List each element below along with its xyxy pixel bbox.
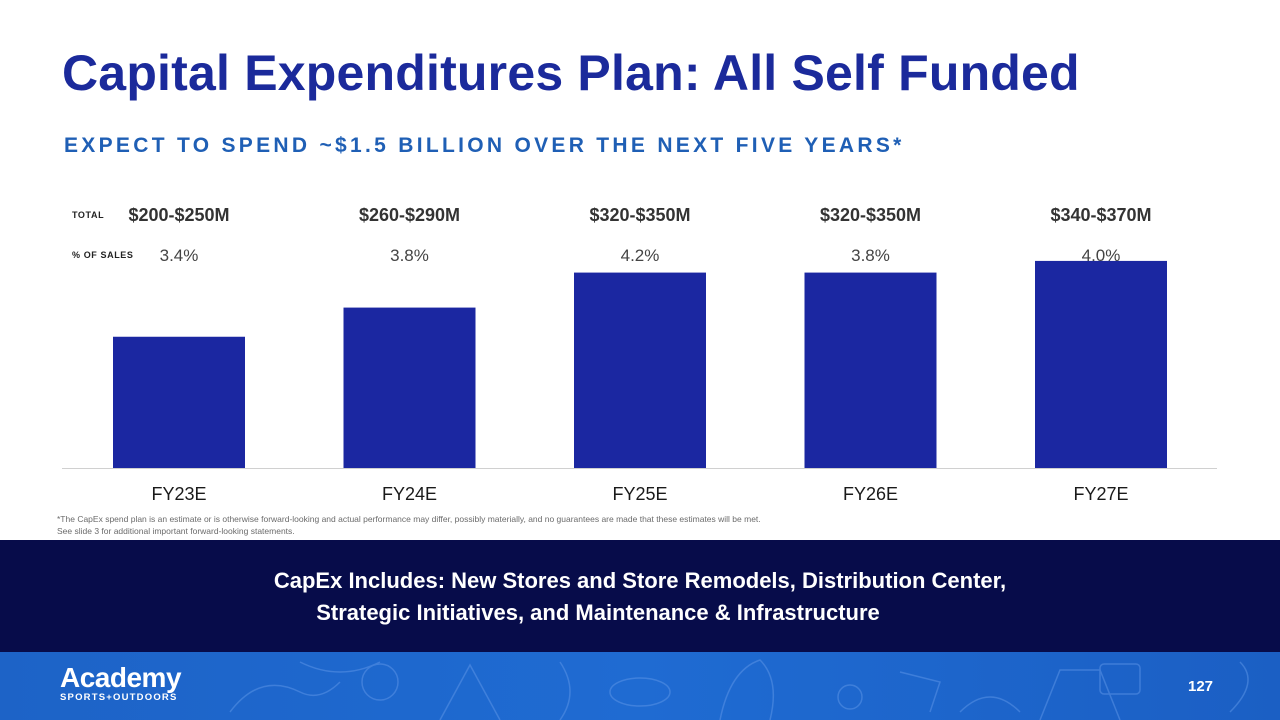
bar-fy25e (574, 272, 706, 468)
x-tick-fy25e: FY25E (612, 484, 667, 504)
total-label-fy26e: $320-$350M (820, 205, 921, 225)
x-tick-fy23e: FY23E (151, 484, 206, 504)
bar-fy23e (113, 336, 245, 468)
page-subtitle: EXPECT TO SPEND ~$1.5 BILLION OVER THE N… (64, 134, 905, 157)
banner-line-1: CapEx Includes: New Stores and Store Rem… (273, 568, 1007, 593)
total-label-fy24e: $260-$290M (359, 205, 460, 225)
pct-of-sales-fy25e: 4.2% (621, 246, 660, 265)
footnote-line: *The CapEx spend plan is an estimate or … (57, 514, 761, 524)
logo-tagline: SPORTS+OUTDOORS (60, 692, 178, 703)
footnote-line: See slide 3 for additional important for… (57, 526, 295, 536)
total-label-fy27e: $340-$370M (1050, 205, 1151, 225)
x-tick-fy24e: FY24E (382, 484, 437, 504)
footer-bar: Academy SPORTS+OUTDOORS 127 (0, 652, 1280, 720)
page-number: 127 (1188, 678, 1214, 695)
pct-of-sales-fy26e: 3.8% (851, 246, 890, 265)
logo-wordmark: Academy (60, 662, 182, 693)
total-label-fy23e: $200-$250M (128, 205, 229, 225)
pct-of-sales-row-label: % OF SALES (72, 250, 134, 260)
footnote: *The CapEx spend plan is an estimate or … (57, 513, 1017, 537)
capex-bar-chart: $200-$250M 3.4% FY23E $260-$290M 3.8% FY24E $3… (62, 205, 1217, 504)
x-tick-fy26e: FY26E (843, 484, 898, 504)
total-row-label: TOTAL (72, 210, 105, 220)
pct-of-sales-fy27e: 4.0% (1082, 246, 1121, 265)
bar-fy26e (804, 272, 937, 468)
footer-illustration-pattern (229, 659, 1249, 720)
page-title: Capital Expenditures Plan: All Self Fund… (62, 45, 1080, 101)
academy-logo: Academy SPORTS+OUTDOORS (60, 662, 182, 704)
bar-fy24e (343, 307, 476, 468)
bar-fy27e (1035, 260, 1167, 468)
x-tick-fy27e: FY27E (1073, 484, 1128, 504)
banner-line-2: Strategic Initiatives, and Maintenance &… (316, 600, 880, 625)
capex-includes-banner: CapEx Includes: New Stores and Store Rem… (0, 540, 1280, 652)
pct-of-sales-fy24e: 3.8% (390, 246, 429, 265)
total-label-fy25e: $320-$350M (589, 205, 690, 225)
pct-of-sales-fy23e: 3.4% (160, 246, 199, 265)
